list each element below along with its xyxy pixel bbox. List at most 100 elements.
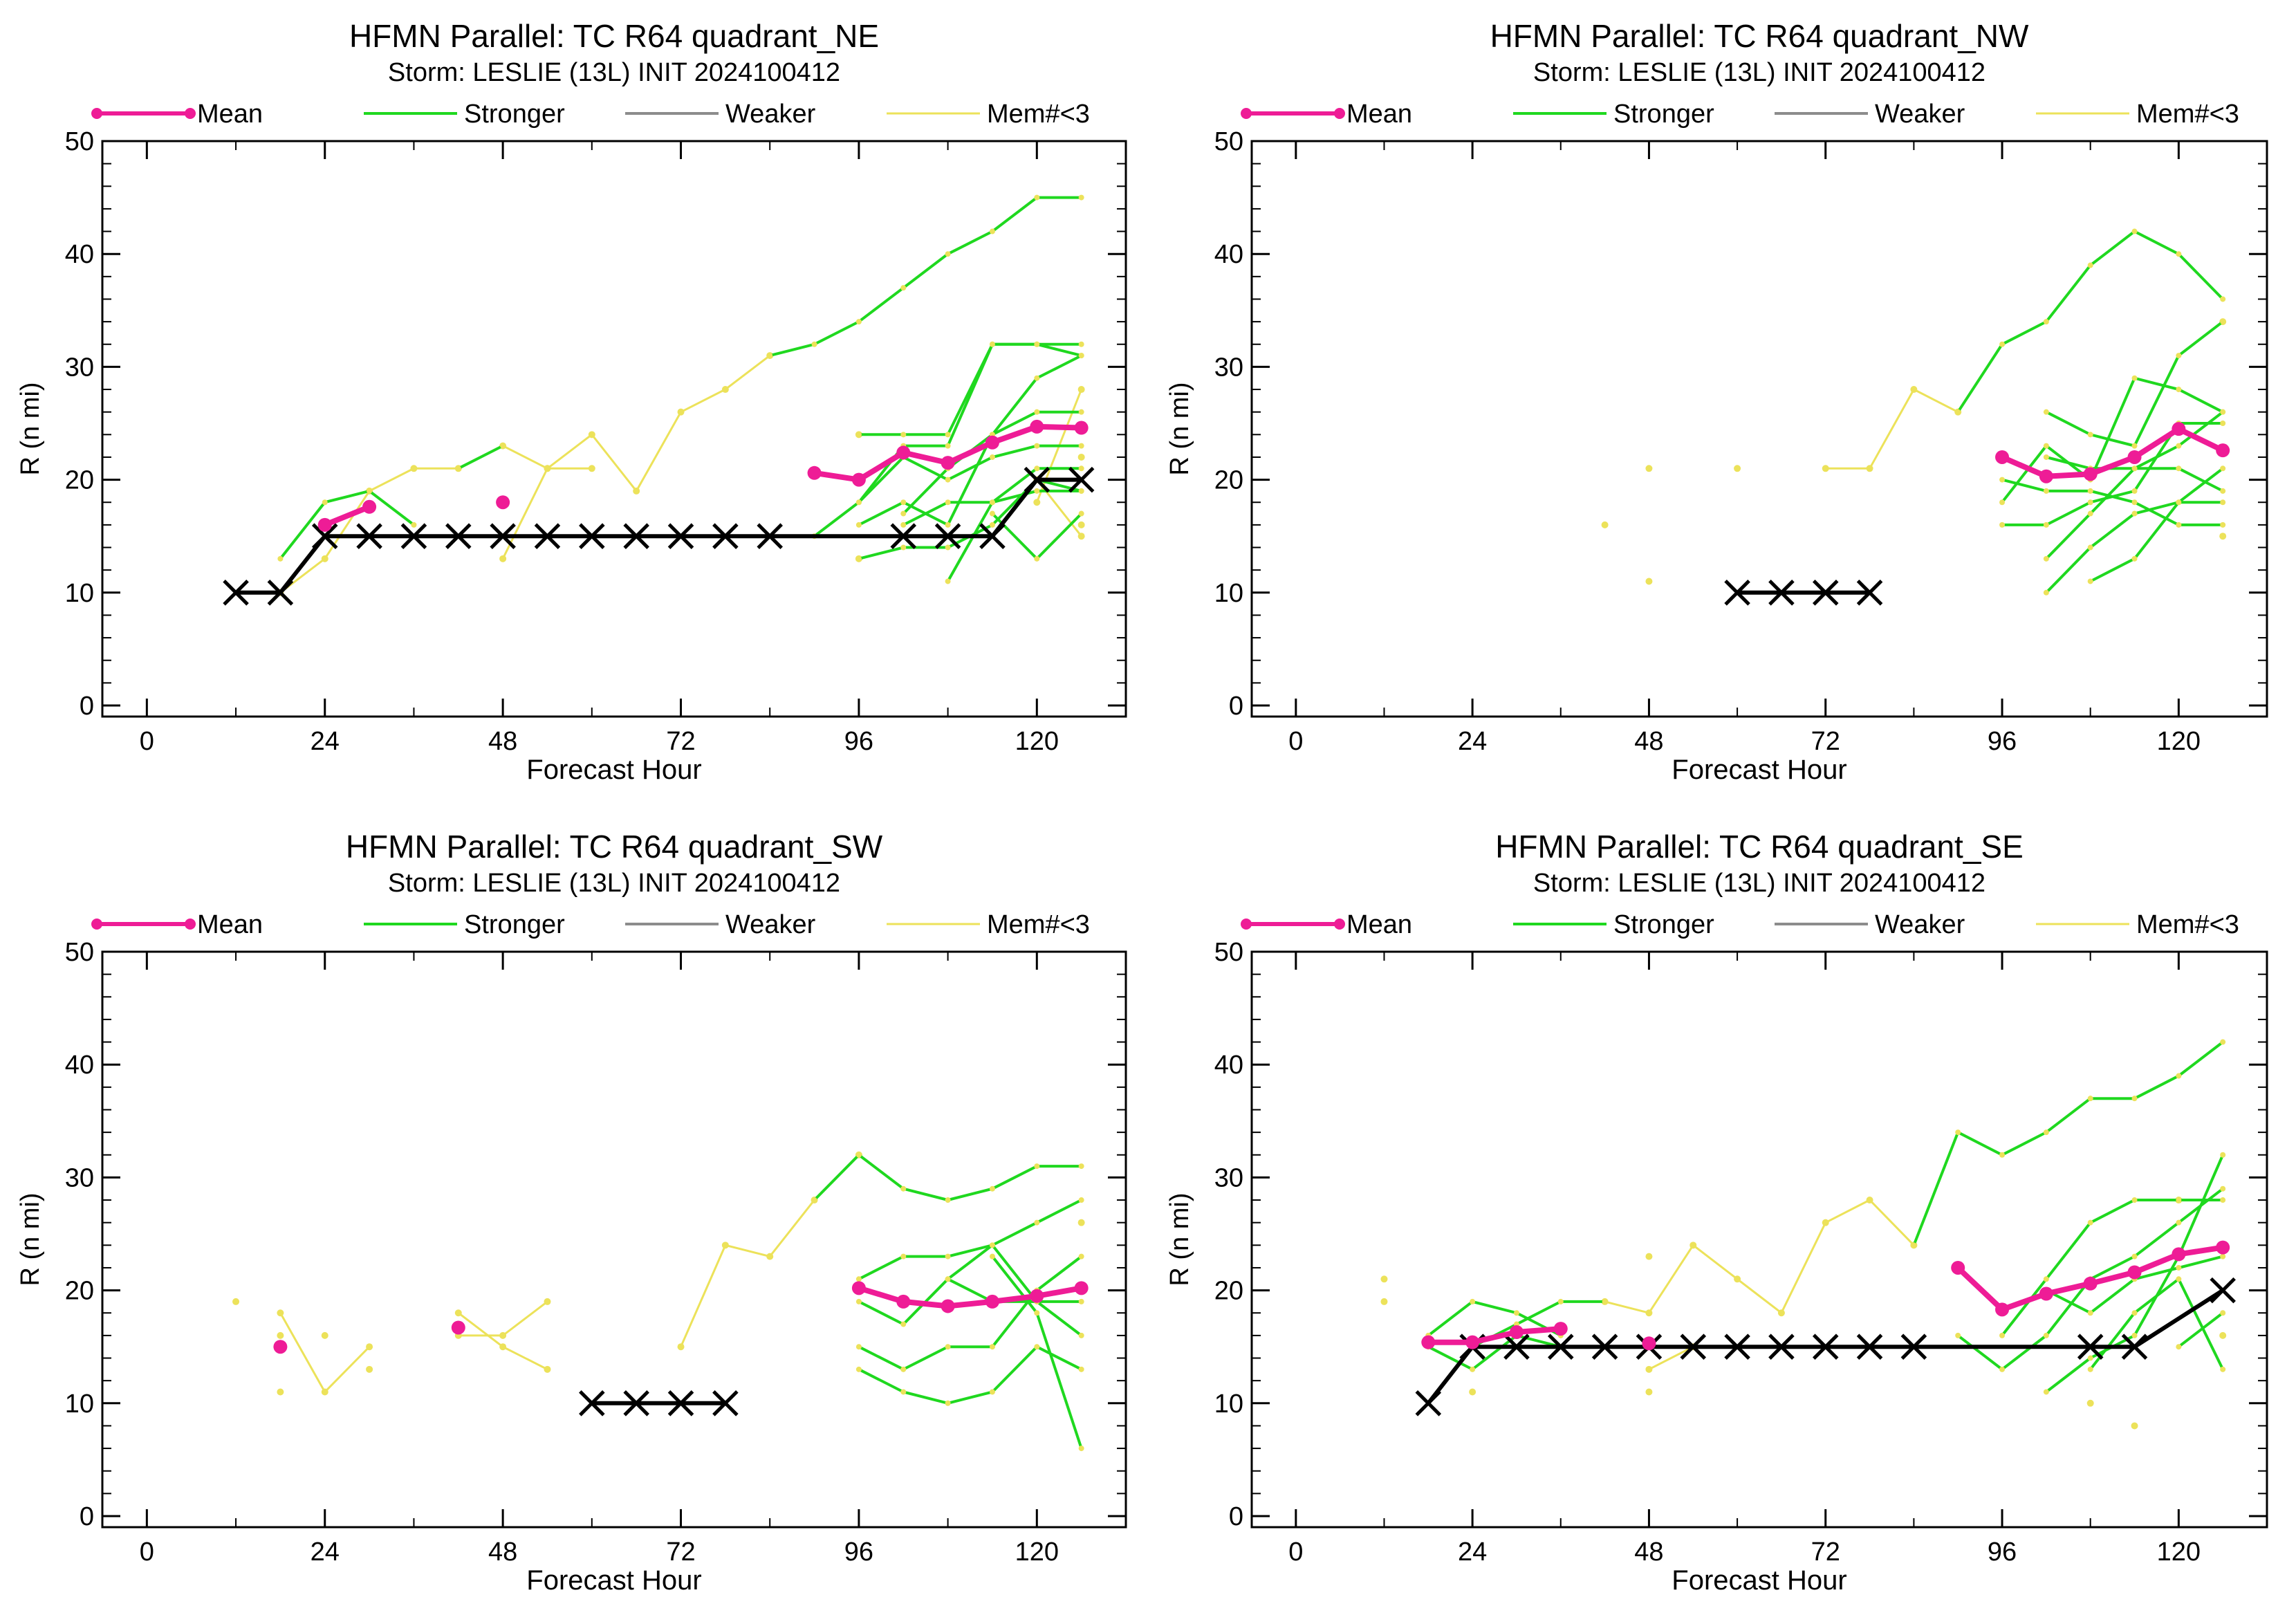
best-track-marker [623, 1390, 649, 1417]
stronger-point [1999, 522, 2006, 528]
stronger-point [2087, 499, 2093, 506]
mean-point [2127, 1265, 2142, 1280]
mean-point [941, 1299, 955, 1313]
member-point [1689, 1242, 1697, 1249]
y-tick-label: 40 [1214, 240, 1243, 269]
mean-point [1030, 419, 1044, 434]
member-point [1645, 1388, 1653, 1396]
x-tick-label: 120 [1015, 727, 1059, 756]
best-track-line [236, 477, 1082, 595]
member-point [1077, 1219, 1085, 1226]
member-point [321, 555, 328, 562]
stronger-point [1034, 1163, 1040, 1170]
stronger-point [855, 319, 862, 325]
chart-subtitle: Storm: LESLIE (13L) INIT 2024100412 [1533, 869, 1985, 898]
stronger-point [2043, 1332, 2049, 1338]
legend-item-weaker: Weaker [625, 910, 816, 939]
best-track-marker [979, 523, 1006, 549]
stronger-series-line [946, 467, 1082, 582]
best-track-marker [1856, 1334, 1883, 1360]
member-point [410, 465, 418, 472]
member-point [499, 1331, 507, 1339]
y-tick-label: 30 [1214, 1163, 1243, 1192]
stronger-point [1999, 477, 2006, 483]
stronger-point [1078, 510, 1084, 517]
member-point [366, 1365, 373, 1373]
stronger-point [1034, 375, 1040, 381]
y-tick-label: 10 [65, 579, 94, 608]
stronger-point [2131, 443, 2138, 449]
legend-marker [185, 108, 196, 119]
best-track-marker [223, 580, 249, 606]
member-point [1734, 465, 1741, 472]
stronger-point [2131, 1253, 2138, 1259]
best-track-marker [1812, 1334, 1839, 1360]
stronger-series-line [279, 489, 415, 560]
x-tick-label: 120 [1015, 1538, 1059, 1567]
stronger-point [2220, 1185, 2226, 1192]
mean-point [1642, 1336, 1656, 1351]
member-point [1380, 1298, 1388, 1305]
stronger-point [1034, 555, 1040, 562]
legend-item-members: Mem#<3 [2036, 910, 2239, 939]
y-axis-label: R (n mi) [16, 1192, 45, 1286]
stronger-point [1034, 341, 1040, 347]
member-point [766, 1253, 774, 1260]
stronger-point [2043, 1129, 2049, 1136]
stronger-point [1602, 1298, 1608, 1304]
y-tick-label: 40 [65, 240, 94, 269]
member-point [677, 1343, 685, 1351]
x-tick-label: 72 [1811, 1538, 1840, 1567]
best-track-marker [1415, 1390, 1442, 1417]
mean-point [1553, 1322, 1568, 1336]
stronger-point [1034, 443, 1040, 449]
chart-title: HFMN Parallel: TC R64 quadrant_NE [349, 18, 879, 54]
legend-label: Mem#<3 [2136, 910, 2239, 939]
member-series-line [279, 467, 459, 593]
legend-label: Weaker [725, 910, 816, 939]
stronger-point [945, 1344, 951, 1350]
member-point [1734, 1275, 1741, 1283]
y-tick-label: 0 [80, 692, 94, 721]
stronger-point [2087, 510, 2093, 517]
legend-item-stronger: Stronger [364, 100, 565, 129]
stronger-point [2043, 1276, 2049, 1282]
stronger-point [945, 443, 951, 449]
stronger-point [2220, 488, 2226, 494]
x-tick-label: 48 [1634, 1538, 1663, 1567]
stronger-point [1078, 1366, 1084, 1372]
member-point [1645, 1253, 1653, 1260]
mean-point [496, 495, 510, 510]
stronger-point [2087, 1310, 2093, 1316]
stronger-point [1034, 1310, 1040, 1316]
stronger-point [945, 1253, 951, 1259]
legend-label: Stronger [464, 910, 565, 939]
stronger-series-line [813, 1153, 1082, 1202]
legend-marker [185, 919, 196, 930]
member-series-line [501, 354, 771, 560]
stronger-point [2043, 443, 2049, 449]
mean-point [896, 1294, 911, 1309]
mean-point [2039, 1286, 2053, 1301]
member-point [366, 1343, 373, 1351]
mean-point [2083, 467, 2098, 481]
legend-item-stronger: Stronger [1513, 910, 1714, 939]
stronger-point [2087, 262, 2093, 268]
best-track-marker [757, 523, 783, 549]
stronger-point [1078, 341, 1084, 347]
member-point [499, 555, 507, 562]
stronger-point [2176, 1219, 2182, 1226]
stronger-point [989, 1344, 995, 1350]
stronger-series-line [1427, 1334, 1562, 1372]
best-track-marker [2210, 1277, 2236, 1304]
member-point [1645, 1365, 1653, 1373]
stronger-series-line [2045, 411, 2224, 560]
stronger-point [2043, 319, 2049, 325]
stronger-point [811, 1197, 817, 1203]
mean-point [2216, 1240, 2230, 1255]
stronger-point [945, 1276, 951, 1282]
stronger-point [900, 522, 907, 528]
stronger-point [2176, 251, 2182, 257]
legend-item-mean: Mean [91, 910, 263, 939]
member-point [2086, 1399, 2094, 1407]
